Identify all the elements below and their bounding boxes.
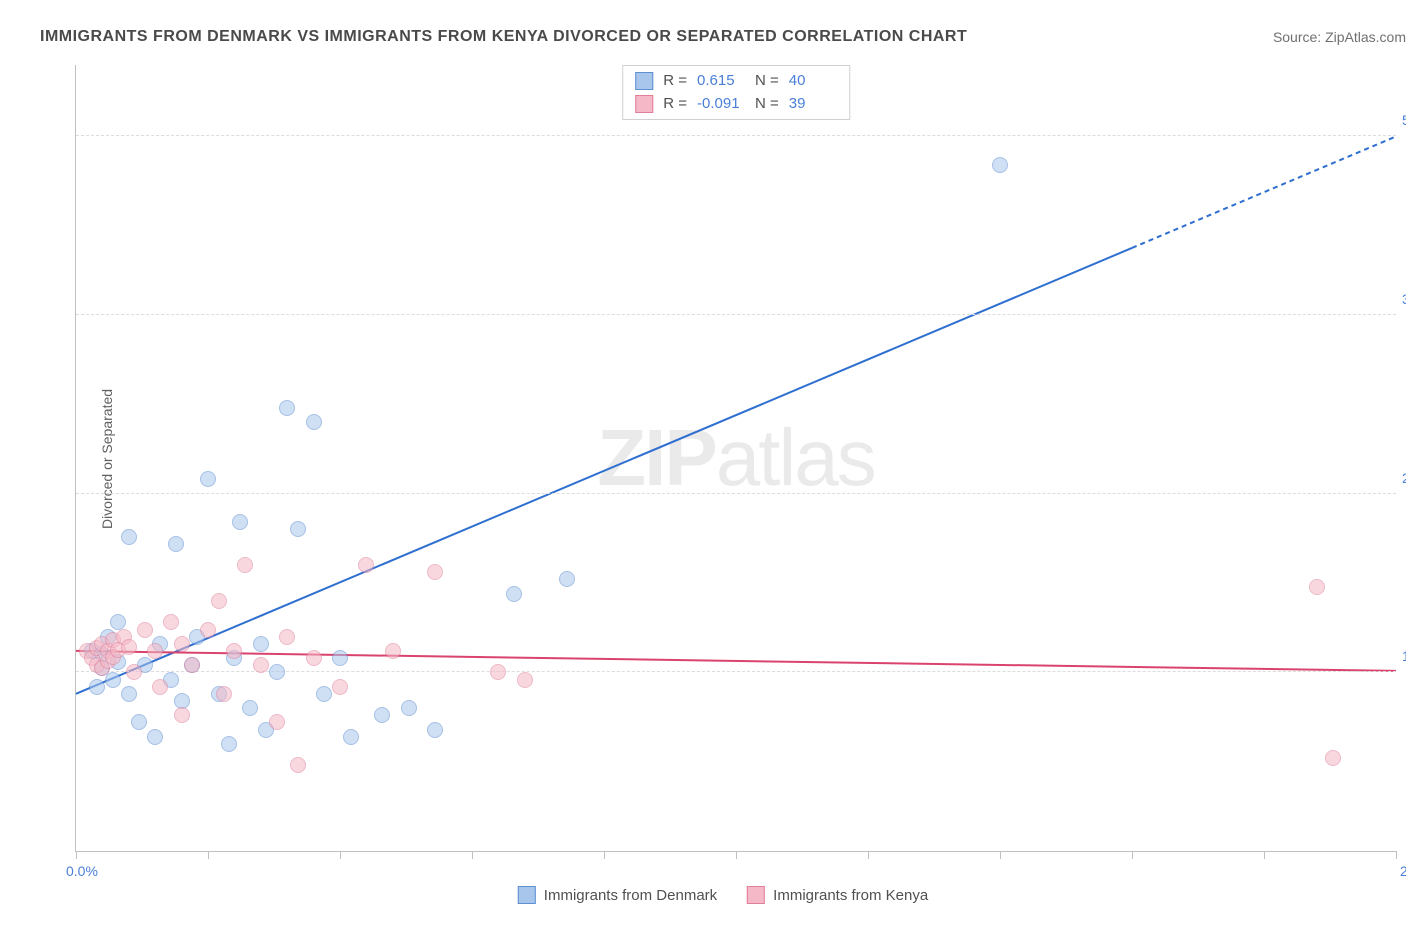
point-kenya	[126, 664, 142, 680]
point-denmark	[253, 636, 269, 652]
y-tick-label: 50.0%	[1402, 112, 1406, 128]
x-tick	[76, 851, 77, 859]
swatch-denmark	[635, 72, 653, 90]
point-denmark	[242, 700, 258, 716]
point-kenya	[211, 593, 227, 609]
point-denmark	[221, 736, 237, 752]
chart-container: IMMIGRANTS FROM DENMARK VS IMMIGRANTS FR…	[20, 20, 1406, 912]
point-kenya	[121, 639, 137, 655]
point-kenya	[517, 672, 533, 688]
n-value-1: 40	[789, 70, 837, 93]
point-kenya	[490, 664, 506, 680]
point-denmark	[427, 722, 443, 738]
point-kenya	[147, 643, 163, 659]
source-label: Source: ZipAtlas.com	[1273, 29, 1406, 45]
point-denmark	[332, 650, 348, 666]
point-kenya	[1309, 579, 1325, 595]
r-label-2: R =	[663, 93, 687, 116]
x-tick	[1000, 851, 1001, 859]
point-denmark	[121, 686, 137, 702]
chart-title: IMMIGRANTS FROM DENMARK VS IMMIGRANTS FR…	[40, 28, 967, 46]
r-label-1: R =	[663, 70, 687, 93]
point-kenya	[137, 622, 153, 638]
r-value-1: 0.615	[697, 70, 745, 93]
point-denmark	[121, 529, 137, 545]
point-kenya	[253, 657, 269, 673]
point-kenya	[385, 643, 401, 659]
x-max-label: 25.0%	[1400, 863, 1406, 879]
point-denmark	[232, 514, 248, 530]
legend-label-denmark: Immigrants from Denmark	[544, 887, 717, 904]
stats-row-2: R = -0.091 N = 39	[635, 93, 837, 116]
bottom-legend: Immigrants from Denmark Immigrants from …	[518, 886, 928, 904]
point-denmark	[279, 400, 295, 416]
legend-item-kenya: Immigrants from Kenya	[747, 886, 928, 904]
x-tick	[472, 851, 473, 859]
n-value-2: 39	[789, 93, 837, 116]
x-tick	[340, 851, 341, 859]
swatch-kenya-bottom	[747, 886, 765, 904]
point-denmark	[401, 700, 417, 716]
point-denmark	[559, 571, 575, 587]
stats-row-1: R = 0.615 N = 40	[635, 70, 837, 93]
point-denmark	[316, 686, 332, 702]
point-kenya	[163, 614, 179, 630]
point-kenya	[237, 557, 253, 573]
point-kenya	[279, 629, 295, 645]
point-denmark	[374, 707, 390, 723]
point-kenya	[200, 622, 216, 638]
x-tick	[736, 851, 737, 859]
point-kenya	[427, 564, 443, 580]
y-tick-label: 37.5%	[1402, 291, 1406, 307]
point-kenya	[226, 643, 242, 659]
stats-legend: R = 0.615 N = 40 R = -0.091 N = 39	[622, 65, 850, 120]
point-kenya	[358, 557, 374, 573]
point-kenya	[290, 757, 306, 773]
point-kenya	[1325, 750, 1341, 766]
trendlines-svg	[76, 65, 1396, 851]
point-kenya	[174, 636, 190, 652]
point-denmark	[992, 157, 1008, 173]
x-tick	[208, 851, 209, 859]
x-tick	[868, 851, 869, 859]
gridline-h	[76, 493, 1396, 494]
point-denmark	[131, 714, 147, 730]
point-kenya	[269, 714, 285, 730]
point-denmark	[89, 679, 105, 695]
point-kenya	[174, 707, 190, 723]
n-label-2: N =	[755, 93, 779, 116]
x-tick	[1396, 851, 1397, 859]
x-origin-label: 0.0%	[66, 863, 98, 879]
point-denmark	[168, 536, 184, 552]
n-label-1: N =	[755, 70, 779, 93]
legend-label-kenya: Immigrants from Kenya	[773, 887, 928, 904]
gridline-h	[76, 135, 1396, 136]
swatch-kenya	[635, 95, 653, 113]
y-tick-label: 25.0%	[1402, 470, 1406, 486]
point-kenya	[332, 679, 348, 695]
point-denmark	[147, 729, 163, 745]
point-denmark	[269, 664, 285, 680]
x-tick	[604, 851, 605, 859]
gridline-h	[76, 314, 1396, 315]
x-tick	[1132, 851, 1133, 859]
point-denmark	[506, 586, 522, 602]
swatch-denmark-bottom	[518, 886, 536, 904]
title-row: IMMIGRANTS FROM DENMARK VS IMMIGRANTS FR…	[20, 20, 1406, 50]
legend-item-denmark: Immigrants from Denmark	[518, 886, 717, 904]
plot-wrapper: Divorced or Separated ZIPatlas R = 0.615…	[75, 65, 1396, 852]
y-tick-label: 12.5%	[1402, 648, 1406, 664]
point-kenya	[184, 657, 200, 673]
point-kenya	[306, 650, 322, 666]
point-kenya	[152, 679, 168, 695]
point-denmark	[343, 729, 359, 745]
plot-area: ZIPatlas R = 0.615 N = 40 R = -0.091 N =…	[75, 65, 1396, 852]
point-denmark	[290, 521, 306, 537]
point-denmark	[306, 414, 322, 430]
point-kenya	[216, 686, 232, 702]
r-value-2: -0.091	[697, 93, 745, 116]
point-denmark	[200, 471, 216, 487]
x-tick	[1264, 851, 1265, 859]
